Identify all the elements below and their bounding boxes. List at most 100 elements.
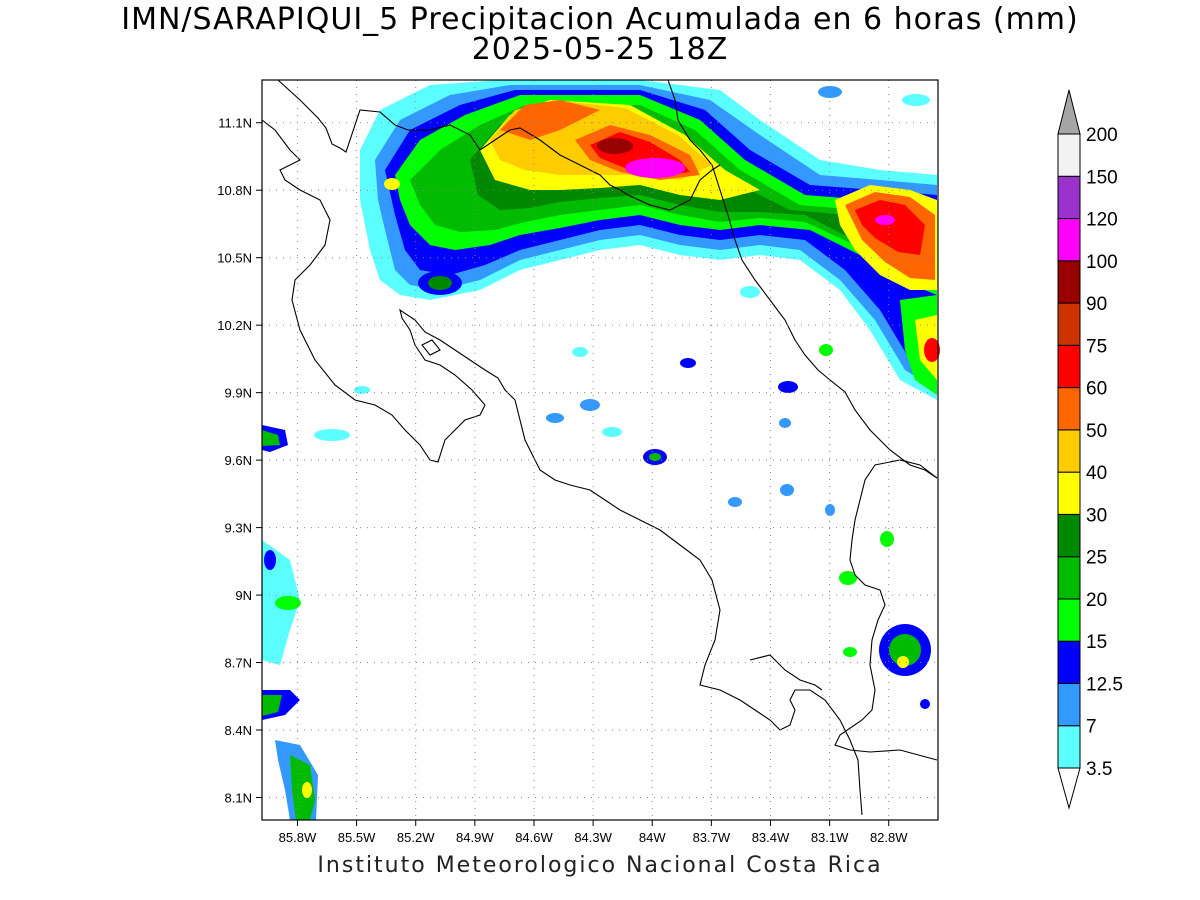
precip-contour xyxy=(597,138,633,154)
lat-tick-label: 10.8N xyxy=(217,183,252,198)
coastline-and-borders xyxy=(261,79,938,816)
colorbar-label: 40 xyxy=(1086,463,1107,484)
map-frame xyxy=(261,79,939,821)
lat-tick-label: 10.2N xyxy=(217,318,252,333)
lon-tick-label: 83.1W xyxy=(811,830,849,845)
lon-tick-label: 82.8W xyxy=(870,830,908,845)
colorbar-swatch xyxy=(1057,556,1081,600)
colorbar-label: 3.5 xyxy=(1086,759,1112,780)
colorbar-swatch xyxy=(1057,471,1081,515)
precip-contour xyxy=(778,381,798,393)
colorbar-label: 120 xyxy=(1086,210,1118,231)
lon-tick-label: 84.3W xyxy=(574,830,612,845)
colorbar-label: 150 xyxy=(1086,167,1118,188)
precip-contour xyxy=(825,504,835,516)
precip-contour xyxy=(572,347,588,357)
colorbar-legend: 3.5 7 12.5 15 20 25 30 40 50 60 75 90 100 120 150 200 xyxy=(1057,89,1123,810)
chart-title: IMN/SARAPIQUI_5 Precipitacion Acumulada … xyxy=(121,2,1079,37)
lon-tick-label: 85.8W xyxy=(279,830,317,845)
colorbar-swatch xyxy=(1057,344,1081,389)
colorbar-swatch xyxy=(1057,682,1081,727)
footer-credit: Instituto Meteorologico Nacional Costa R… xyxy=(317,853,883,878)
colorbar-swatch xyxy=(1057,387,1081,431)
lon-tick-label: 84.9W xyxy=(456,830,494,845)
precip-contour xyxy=(875,215,895,225)
precip-contour xyxy=(889,634,921,666)
colorbar-swatch xyxy=(1057,218,1081,262)
colorbar-label: 200 xyxy=(1086,125,1118,146)
nicaragua-caribbean-coast xyxy=(667,79,938,479)
lon-tick-label: 83.7W xyxy=(693,830,731,845)
precip-contour xyxy=(819,344,833,356)
colorbar-label: 30 xyxy=(1086,505,1107,526)
lat-tick-label: 8.4N xyxy=(225,723,252,738)
lon-tick-label: 85.5W xyxy=(338,830,376,845)
precip-contour xyxy=(302,782,312,798)
colorbar-label: 12.5 xyxy=(1086,674,1123,695)
precip-contour xyxy=(314,429,350,441)
gulf-of-nicoya-island xyxy=(421,339,441,356)
lat-tick-label: 10.5N xyxy=(217,251,252,266)
colorbar-label: 100 xyxy=(1086,252,1118,273)
lon-tick-label: 85.2W xyxy=(397,830,435,845)
pacific-coast-north xyxy=(261,119,863,816)
colorbar-label: 60 xyxy=(1086,379,1107,400)
lat-tick-label: 8.1N xyxy=(225,791,252,806)
colorbar-low-triangle xyxy=(1057,767,1081,810)
colorbar-swatch xyxy=(1057,260,1081,304)
lat-tick-label: 9N xyxy=(235,588,252,603)
nicaragua-border xyxy=(277,79,721,211)
colorbar-swatch xyxy=(1057,513,1081,558)
colorbar-swatch xyxy=(1057,598,1081,642)
precip-contour xyxy=(897,656,909,668)
chart-subtitle-date: 2025-05-25 18Z xyxy=(471,32,729,67)
precip-contour xyxy=(843,647,857,657)
colorbar-swatch xyxy=(1057,133,1081,177)
precip-contour xyxy=(262,430,280,446)
precip-contour xyxy=(500,100,600,140)
precip-contour xyxy=(680,358,696,368)
lon-tick-label: 84.6W xyxy=(515,830,553,845)
colorbar-label: 20 xyxy=(1086,590,1107,611)
lat-tick-label: 9.9N xyxy=(225,386,252,401)
lat-lon-gridlines xyxy=(262,80,938,820)
precip-contour xyxy=(818,86,842,98)
colorbar-swatch xyxy=(1057,302,1081,346)
colorbar-label: 25 xyxy=(1086,548,1107,569)
precip-contour xyxy=(902,94,930,106)
colorbar-swatch xyxy=(1057,429,1081,473)
precip-contour xyxy=(625,158,685,178)
precip-contour xyxy=(546,413,564,423)
precip-contour xyxy=(580,399,600,411)
precip-contour xyxy=(780,484,794,496)
colorbar-label: 50 xyxy=(1086,421,1107,442)
osa-peninsula xyxy=(749,654,823,691)
colorbar-label: 75 xyxy=(1086,336,1107,357)
lon-tick-label: 83.4W xyxy=(752,830,790,845)
colorbar-label: 15 xyxy=(1086,632,1107,653)
precip-contour xyxy=(740,286,760,298)
precip-contour xyxy=(855,200,925,255)
precip-contour xyxy=(880,531,894,547)
colorbar-high-triangle xyxy=(1057,89,1081,135)
precip-contour xyxy=(839,571,857,585)
colorbar-label: 7 xyxy=(1086,717,1097,738)
colorbar-swatch xyxy=(1057,640,1081,684)
precip-contour xyxy=(779,418,791,428)
precipitation-field xyxy=(262,80,940,820)
axis-ticks: 85.8W 85.5W 85.2W 84.9W 84.6W 84.3W 84W 83.7W 83… xyxy=(217,116,908,845)
precip-contour xyxy=(262,695,282,716)
precip-contour xyxy=(354,386,370,394)
lat-tick-label: 11.1N xyxy=(218,116,252,131)
colorbar-label: 90 xyxy=(1086,294,1107,315)
colorbar-swatch xyxy=(1057,725,1081,769)
precip-contour xyxy=(602,427,622,437)
precip-contour xyxy=(428,276,452,290)
precip-contour xyxy=(275,596,301,610)
precip-contour xyxy=(920,699,930,709)
lat-tick-label: 9.6N xyxy=(225,453,252,468)
panama-border xyxy=(834,459,938,761)
lat-tick-label: 9.3N xyxy=(225,521,252,536)
colorbar-swatch xyxy=(1057,175,1081,220)
